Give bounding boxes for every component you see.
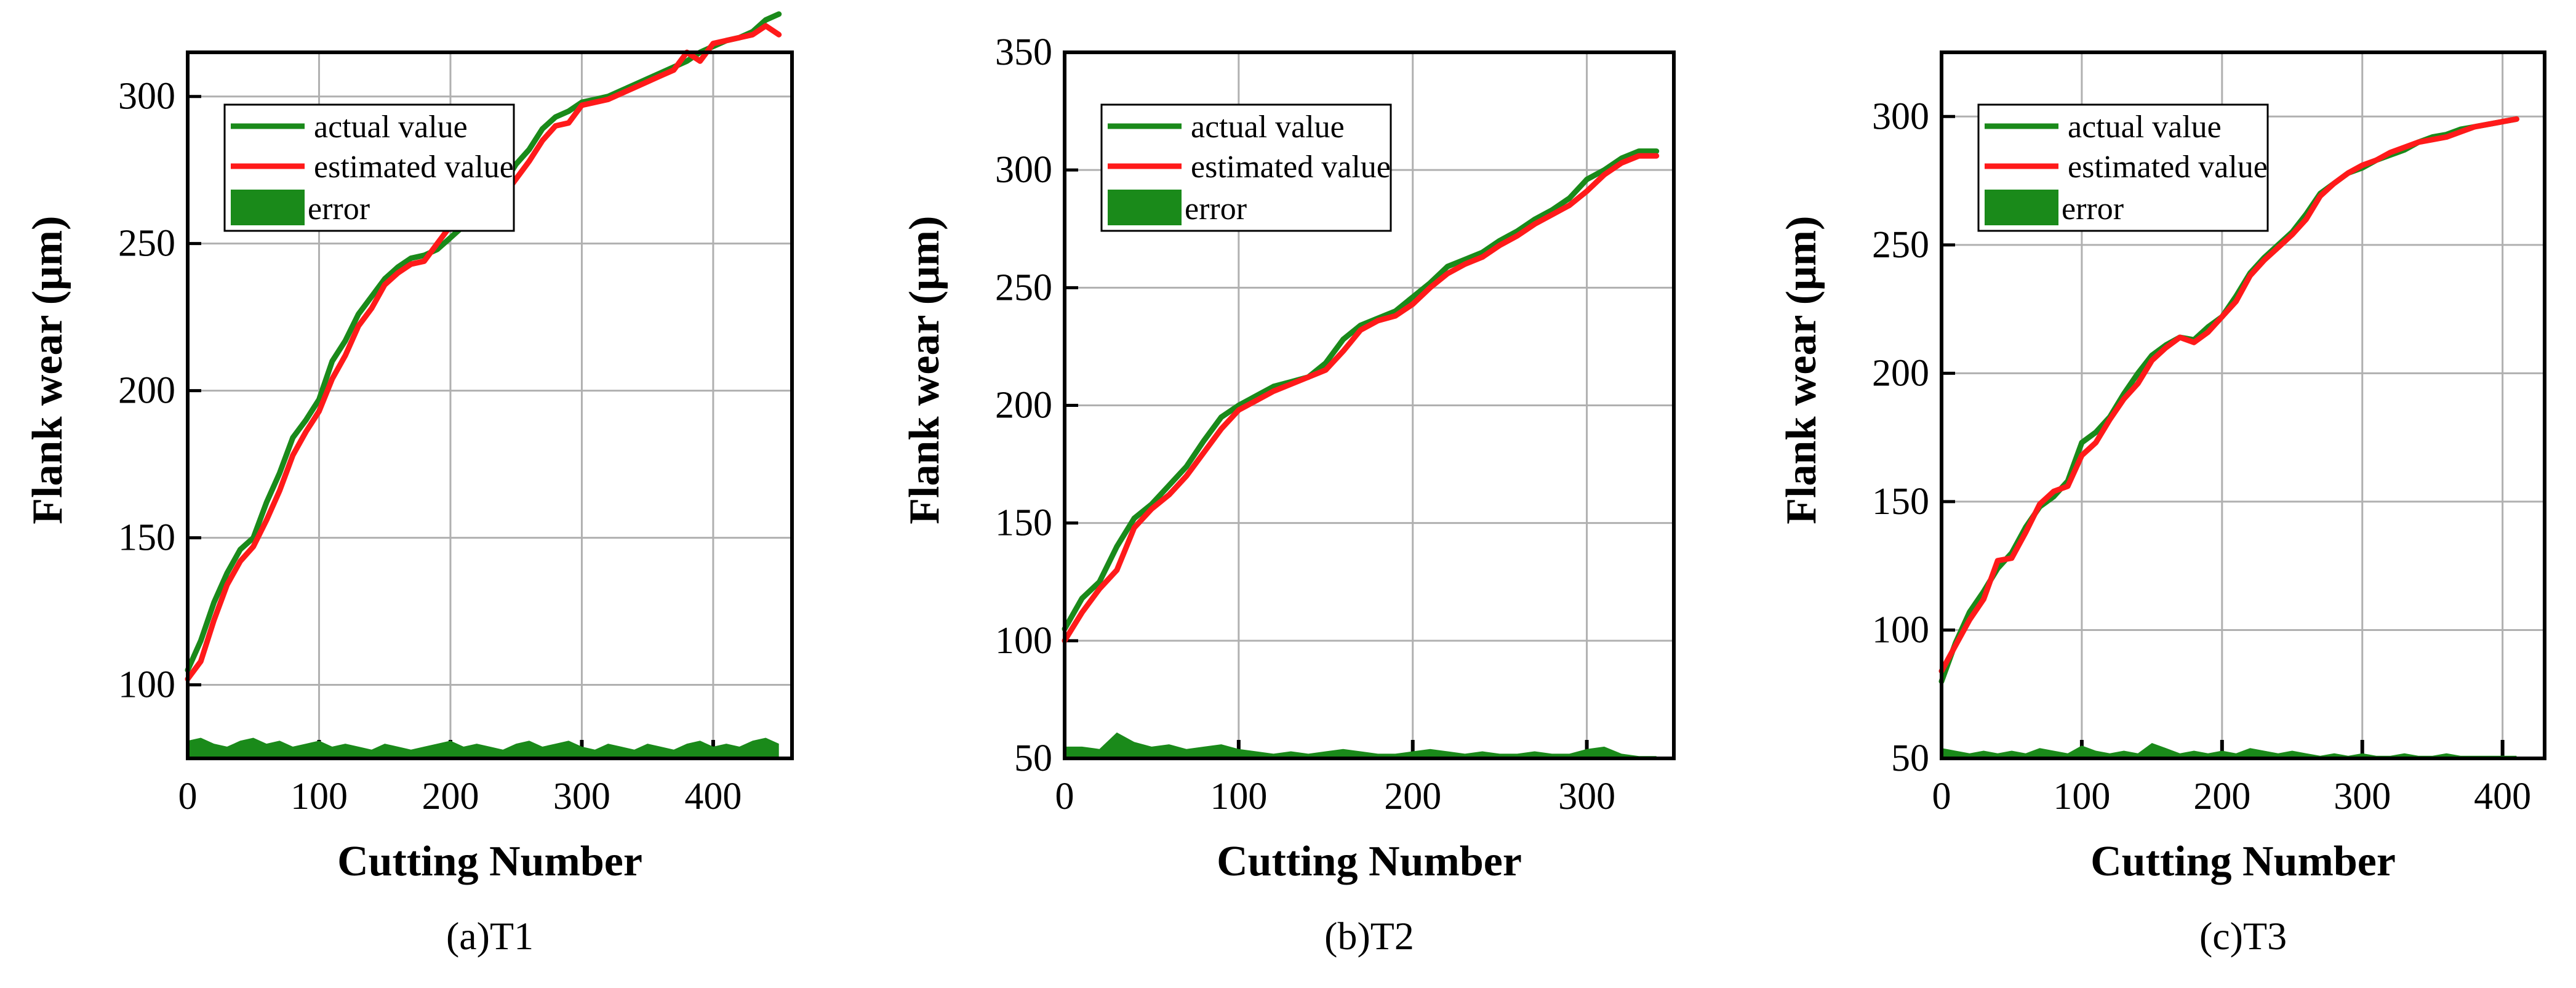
series-error-area: [1942, 743, 2517, 758]
y-tick-label: 50: [1014, 737, 1052, 779]
y-tick-label: 100: [118, 664, 175, 706]
y-tick-label: 150: [1872, 481, 1929, 523]
y-tick-label: 350: [995, 31, 1052, 73]
x-tick-label: 300: [1558, 776, 1615, 817]
x-tick-label: 400: [2474, 776, 2531, 817]
legend-swatch-error: [1108, 190, 1182, 225]
y-tick-label: 150: [995, 502, 1052, 544]
legend-label: error: [2062, 191, 2124, 227]
panel-caption: (b)T2: [1324, 914, 1414, 958]
plot-frame: [186, 50, 794, 760]
y-tick-label: 50: [1891, 737, 1929, 779]
series-estimated-line: [1062, 153, 1660, 644]
y-tick-label: 150: [118, 517, 175, 559]
legend-label: actual value: [1191, 110, 1345, 145]
x-tick-label: 0: [178, 776, 198, 817]
legend-swatch-error: [231, 190, 305, 225]
x-tick-label: 100: [1210, 776, 1267, 817]
y-tick-label: 300: [118, 76, 175, 118]
y-tick-label: 250: [118, 223, 175, 265]
plot-frame: [1063, 50, 1676, 760]
series-estimated-line: [1938, 116, 2519, 674]
y-axis-label: Flank wear (μm): [1778, 216, 1825, 524]
plot-frame: [1940, 50, 2546, 760]
x-tick-label: 400: [684, 776, 742, 817]
legend-label: estimated value: [314, 150, 514, 185]
legend-label: actual value: [314, 110, 468, 145]
panel-caption: (c)T3: [2199, 914, 2287, 958]
x-tick-label: 200: [2193, 776, 2250, 817]
series-error-area: [188, 737, 779, 758]
y-tick-label: 200: [1872, 352, 1929, 394]
x-tick-label: 100: [2053, 776, 2110, 817]
x-tick-label: 100: [290, 776, 348, 817]
series-error-area: [1065, 732, 1657, 758]
x-tick-label: 200: [422, 776, 479, 817]
x-tick-label: 300: [2334, 776, 2391, 817]
legend-label: estimated value: [2068, 150, 2268, 185]
x-tick-label: 300: [553, 776, 610, 817]
y-tick-label: 250: [995, 267, 1052, 308]
y-axis-label: Flank wear (μm): [901, 216, 948, 524]
y-tick-label: 200: [995, 385, 1052, 427]
series-actual-line: [1062, 148, 1660, 632]
legend-label: estimated value: [1191, 150, 1391, 185]
legend-swatch-error: [1985, 190, 2058, 225]
x-axis-label: Cutting Number: [1217, 838, 1522, 885]
chart-panel-3: 0 100 200 300 400 50 100 150 200 250 300 Cutting Nu…: [1778, 50, 2546, 958]
x-axis-label: Cutting Number: [337, 838, 642, 885]
chart-panel-2: 0 100 200 300 50 100 150 200 250 300 350 Cutting Nu…: [901, 31, 1676, 958]
panel-caption: (a)T1: [446, 914, 534, 958]
x-tick-label: 0: [1932, 776, 1951, 817]
y-tick-label: 300: [995, 149, 1052, 191]
x-axis-label: Cutting Number: [2090, 838, 2396, 885]
y-axis-label: Flank wear (μm): [24, 216, 71, 524]
x-tick-label: 0: [1055, 776, 1074, 817]
chart-panel-1: 0 100 200 300 400 100 150 200 250 300 Cutting Numb…: [24, 11, 794, 958]
y-tick-label: 100: [995, 620, 1052, 662]
y-tick-label: 300: [1872, 95, 1929, 137]
y-tick-label: 250: [1872, 224, 1929, 266]
legend-label: actual value: [2068, 110, 2222, 145]
y-tick-label: 200: [118, 370, 175, 412]
legend-label: error: [1185, 191, 1247, 227]
x-tick-label: 200: [1384, 776, 1441, 817]
legend-label: error: [308, 191, 370, 227]
y-tick-label: 100: [1872, 609, 1929, 651]
